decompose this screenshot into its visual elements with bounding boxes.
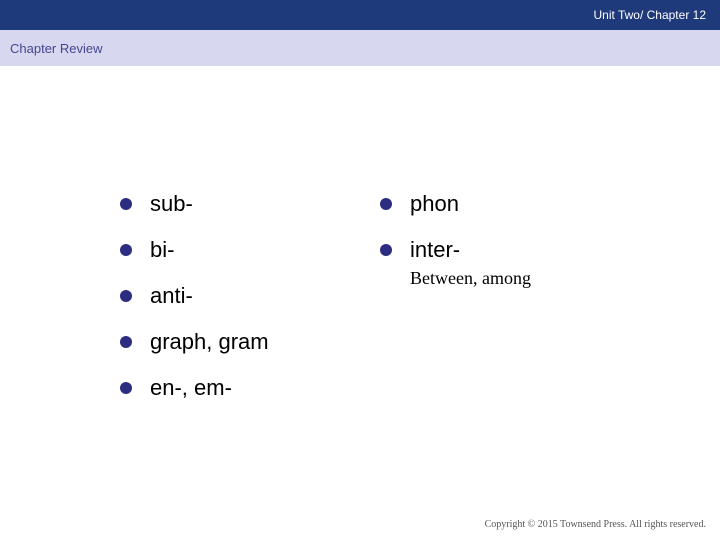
subheader-bar: Chapter Review bbox=[0, 30, 720, 66]
bullet-icon bbox=[380, 198, 392, 210]
bullet-icon bbox=[380, 244, 392, 256]
copyright-footer: Copyright © 2015 Townsend Press. All rig… bbox=[485, 519, 706, 530]
right-column: phon inter- Between, among bbox=[380, 190, 640, 420]
bullet-icon bbox=[120, 290, 132, 302]
bullet-icon bbox=[120, 198, 132, 210]
left-column: sub- bi- anti- graph, gram en-, em- bbox=[120, 190, 380, 420]
list-item: inter- bbox=[380, 236, 640, 264]
list-item: en-, em- bbox=[120, 374, 380, 402]
bullet-icon bbox=[120, 244, 132, 256]
term-label: anti- bbox=[150, 283, 193, 309]
term-label: sub- bbox=[150, 191, 193, 217]
bullet-icon bbox=[120, 382, 132, 394]
slide: Unit Two/ Chapter 12 Chapter Review sub-… bbox=[0, 0, 720, 540]
content-area: sub- bi- anti- graph, gram en-, em- bbox=[120, 190, 640, 420]
term-label: phon bbox=[410, 191, 459, 217]
list-item: sub- bbox=[120, 190, 380, 218]
term-label: graph, gram bbox=[150, 329, 269, 355]
list-item: anti- bbox=[120, 282, 380, 310]
two-columns: sub- bi- anti- graph, gram en-, em- bbox=[120, 190, 640, 420]
list-item: phon bbox=[380, 190, 640, 218]
breadcrumb: Unit Two/ Chapter 12 bbox=[593, 8, 706, 22]
page-title: Chapter Review bbox=[10, 41, 103, 56]
header-bar: Unit Two/ Chapter 12 bbox=[0, 0, 720, 30]
term-definition: Between, among bbox=[410, 268, 640, 289]
term-label: inter- bbox=[410, 237, 460, 263]
list-item: graph, gram bbox=[120, 328, 380, 356]
term-label: bi- bbox=[150, 237, 174, 263]
list-item: bi- bbox=[120, 236, 380, 264]
term-label: en-, em- bbox=[150, 375, 232, 401]
bullet-icon bbox=[120, 336, 132, 348]
